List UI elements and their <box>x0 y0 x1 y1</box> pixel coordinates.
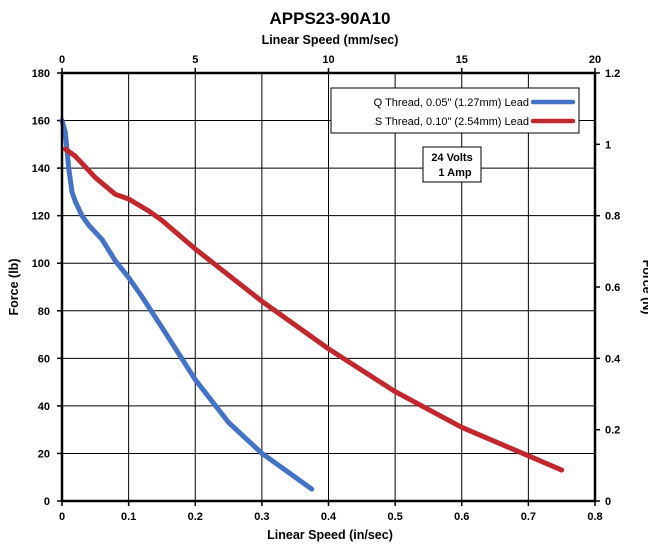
legend-label-q-thread: Q Thread, 0.05" (1.27mm) Lead <box>374 97 529 109</box>
x2-tick-label-1: 5 <box>192 54 198 66</box>
y2-tick-label-1: 0.2 <box>605 425 620 437</box>
y2-tick-label-3: 0.6 <box>605 282 620 294</box>
x-tick-label-2: 0.2 <box>188 511 203 523</box>
x-tick-label-6: 0.6 <box>454 511 469 523</box>
x-tick-label-3: 0.3 <box>254 511 269 523</box>
x-tick-label-1: 0.1 <box>121 511 136 523</box>
x2-tick-label-3: 15 <box>456 54 468 66</box>
x-tick-label-5: 0.5 <box>387 511 402 523</box>
y-tick-label-3: 60 <box>38 353 50 365</box>
x2-tick-label-4: 20 <box>589 54 601 66</box>
annotation-current: 1 Amp <box>438 167 471 179</box>
y2-tick-label-6: 1.2 <box>605 68 620 80</box>
y-tick-label-9: 180 <box>32 68 50 80</box>
y-tick-label-8: 160 <box>32 116 50 128</box>
legend-box <box>330 87 580 134</box>
y-tick-label-1: 20 <box>38 448 50 460</box>
y2-tick-label-2: 0.4 <box>605 353 621 365</box>
y-tick-label-4: 80 <box>38 306 50 318</box>
y-tick-label-7: 140 <box>32 163 50 175</box>
y2-tick-label-4: 0.8 <box>605 211 620 223</box>
y-tick-label-6: 120 <box>32 211 50 223</box>
x-tick-label-7: 0.7 <box>521 511 536 523</box>
x-tick-label-4: 0.4 <box>321 511 337 523</box>
chart-title: APPS23-90A10 <box>270 9 391 28</box>
x2-tick-label-2: 10 <box>322 54 334 66</box>
annotation: 24 Volts 1 Amp <box>422 146 482 183</box>
x-tick-label-8: 0.8 <box>587 511 602 523</box>
y-tick-label-2: 40 <box>38 401 50 413</box>
y2-axis-label: Force (N) <box>640 260 648 315</box>
annotation-voltage: 24 Volts <box>431 152 472 164</box>
x-tick-label-0: 0 <box>59 511 65 523</box>
x2-axis-label: Linear Speed (mm/sec) <box>262 33 399 47</box>
x-axis-label: Linear Speed (in/sec) <box>267 528 393 542</box>
y-tick-label-0: 0 <box>44 496 50 508</box>
series-line-q-thread <box>59 118 315 492</box>
y-tick-label-5: 100 <box>32 258 50 270</box>
plot-frame <box>60 71 597 503</box>
x2-tick-label-0: 0 <box>59 54 65 66</box>
annotation-box <box>422 146 482 183</box>
legend-label-s-thread: S Thread, 0.10" (2.54mm) Lead <box>375 116 529 128</box>
y-axis-label: Force (lb) <box>7 259 21 316</box>
y2-tick-label-0: 0 <box>605 496 611 508</box>
legend: Q Thread, 0.05" (1.27mm) Lead S Thread, … <box>330 87 580 134</box>
y2-tick-label-5: 1 <box>605 139 611 151</box>
series-line-s-thread <box>62 146 565 473</box>
